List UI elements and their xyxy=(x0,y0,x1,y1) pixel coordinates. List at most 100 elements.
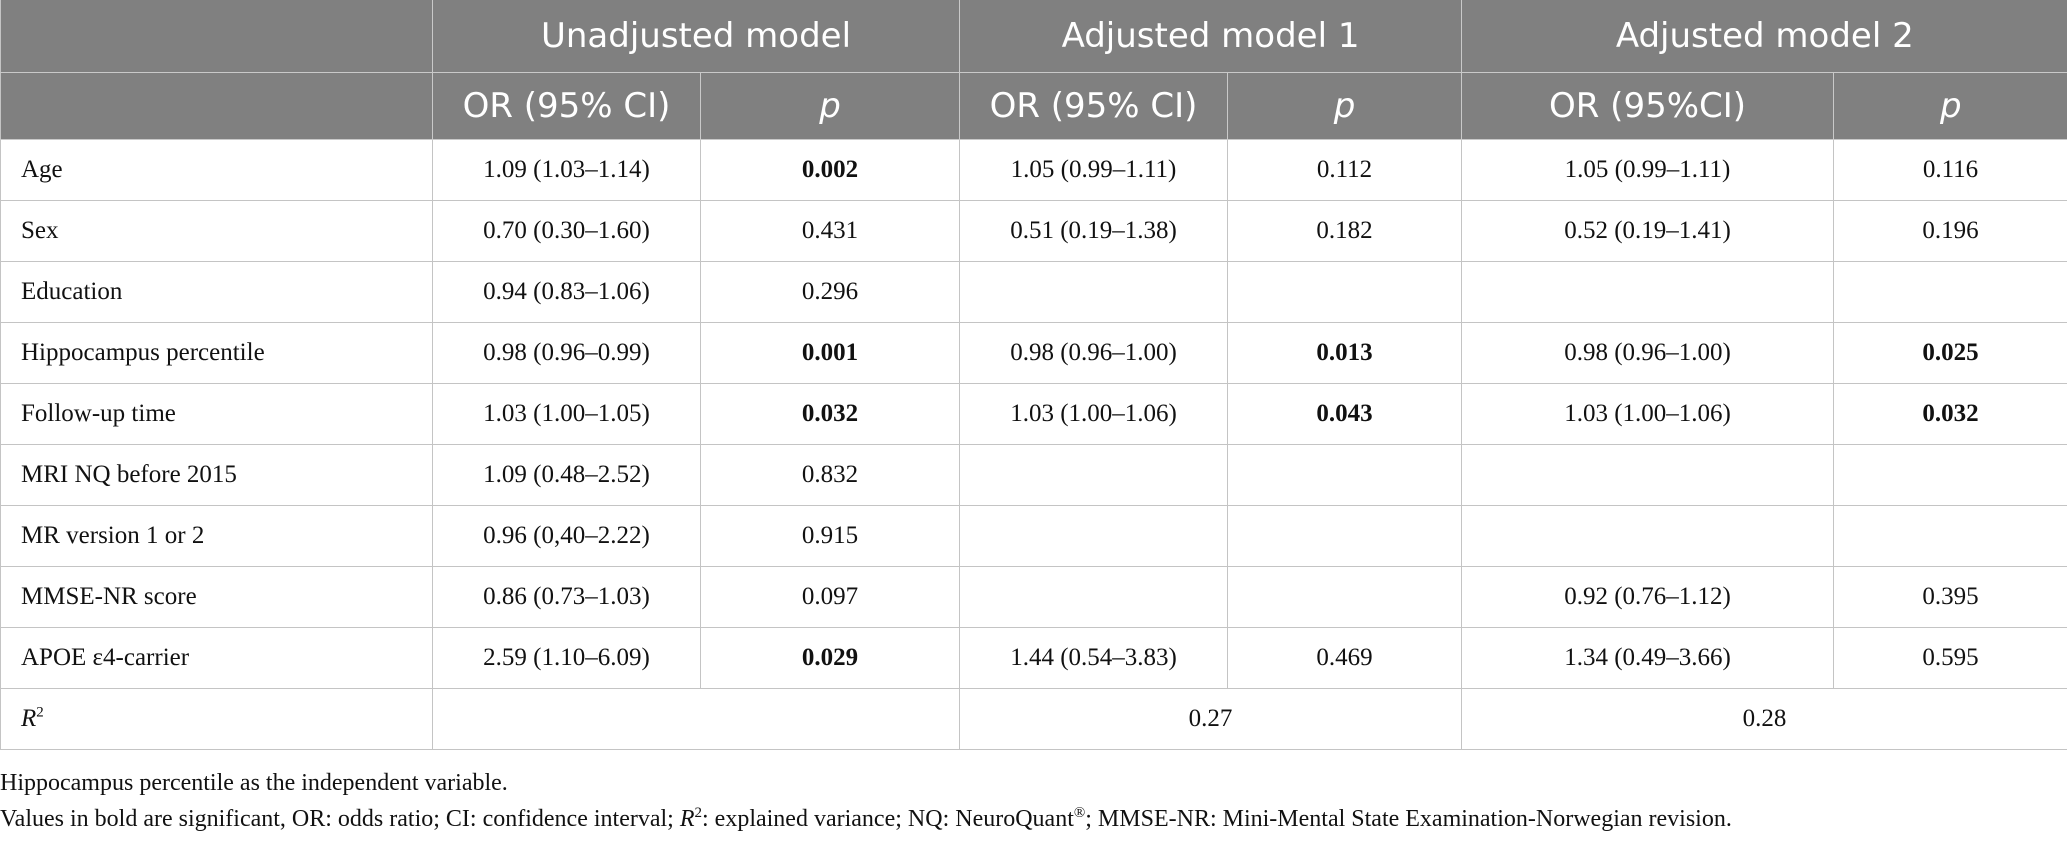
footnote-abbreviations: Values in bold are significant, OR: odds… xyxy=(0,806,2067,833)
cell-or-adjusted-2: 0.52 (0.19–1.41) xyxy=(1461,200,1835,262)
cell-or-adjusted-1: 0.51 (0.19–1.38) xyxy=(959,200,1229,262)
cell-p-unadjusted: 0.032 xyxy=(699,383,961,445)
cell-p-adjusted-1: 0.469 xyxy=(1227,627,1463,689)
cell-p-adjusted-1 xyxy=(1227,444,1463,506)
cell-or-adjusted-2: 1.34 (0.49–3.66) xyxy=(1461,627,1835,689)
table-row: APOE ε4-carrier 2.59 (1.10–6.09) 0.029 1.44… xyxy=(0,627,2067,689)
results-table: Unadjusted model Adjusted model 1 Adjust… xyxy=(0,0,2067,750)
r-squared-unadjusted xyxy=(431,688,961,750)
r-squared-label: R2 xyxy=(0,688,433,750)
cell-or-adjusted-2 xyxy=(1461,444,1835,506)
group-header-adjusted-1: Adjusted model 1 xyxy=(959,0,1463,73)
table-header: Unadjusted model Adjusted model 1 Adjust… xyxy=(0,0,2067,140)
r-squared-adjusted-2: 0.28 xyxy=(1461,688,2067,750)
cell-or-unadjusted: 0.98 (0.96–0.99) xyxy=(432,322,701,384)
cell-p-adjusted-2 xyxy=(1833,444,2067,506)
cell-or-adjusted-1: 1.05 (0.99–1.11) xyxy=(959,139,1229,201)
sub-header-p-adjusted-2: p xyxy=(1833,72,2067,140)
cell-p-unadjusted: 0.029 xyxy=(699,627,961,689)
row-label: MR version 1 or 2 xyxy=(0,505,433,567)
row-label: MRI NQ before 2015 xyxy=(0,444,433,506)
footnote-independent-variable: Hippocampus percentile as the independen… xyxy=(0,770,508,796)
table-row: Sex 0.70 (0.30–1.60) 0.431 0.51 (0.19–1.38)… xyxy=(0,200,2067,262)
r-squared-symbol: R xyxy=(21,705,37,732)
table-row: Follow-up time 1.03 (1.00–1.05) 0.032 1.03 … xyxy=(0,383,2067,445)
cell-p-adjusted-2 xyxy=(1833,261,2067,323)
row-label: Sex xyxy=(0,200,433,262)
sub-header-or-unadjusted: OR (95% CI) xyxy=(432,72,701,140)
cell-p-adjusted-1: 0.112 xyxy=(1227,139,1463,201)
row-label: MMSE-NR score xyxy=(0,566,433,628)
cell-or-unadjusted: 2.59 (1.10–6.09) xyxy=(432,627,701,689)
table-body: Age 1.09 (1.03–1.14) 0.002 1.05 (0.99–1.11)… xyxy=(0,139,2067,750)
cell-p-adjusted-2: 0.595 xyxy=(1833,627,2067,689)
cell-p-adjusted-2: 0.032 xyxy=(1833,383,2067,445)
table-row: MR version 1 or 2 0.96 (0,40–2.22) 0.915 xyxy=(0,505,2067,567)
cell-or-adjusted-1 xyxy=(959,566,1229,628)
cell-or-adjusted-2: 1.05 (0.99–1.11) xyxy=(1461,139,1835,201)
cell-p-adjusted-1: 0.013 xyxy=(1227,322,1463,384)
footnote-part-b: : explained variance; NQ: NeuroQuant xyxy=(702,806,1074,832)
table-row: Age 1.09 (1.03–1.14) 0.002 1.05 (0.99–1.11)… xyxy=(0,139,2067,201)
cell-or-adjusted-1 xyxy=(959,505,1229,567)
cell-or-adjusted-2 xyxy=(1461,505,1835,567)
row-label: APOE ε4-carrier xyxy=(0,627,433,689)
r-squared-row: R2 0.27 0.28 xyxy=(0,688,2067,750)
cell-or-adjusted-2 xyxy=(1461,261,1835,323)
cell-or-adjusted-2: 0.92 (0.76–1.12) xyxy=(1461,566,1835,628)
cell-or-unadjusted: 1.09 (0.48–2.52) xyxy=(432,444,701,506)
cell-p-adjusted-2: 0.196 xyxy=(1833,200,2067,262)
cell-p-unadjusted: 0.832 xyxy=(699,444,961,506)
sub-header-p-adjusted-1: p xyxy=(1227,72,1463,140)
cell-p-unadjusted: 0.001 xyxy=(699,322,961,384)
cell-p-adjusted-2: 0.395 xyxy=(1833,566,2067,628)
table-row: Education 0.94 (0.83–1.06) 0.296 xyxy=(0,261,2067,323)
cell-p-adjusted-1 xyxy=(1227,566,1463,628)
cell-p-adjusted-1: 0.043 xyxy=(1227,383,1463,445)
cell-p-adjusted-1 xyxy=(1227,261,1463,323)
cell-or-adjusted-2: 0.98 (0.96–1.00) xyxy=(1461,322,1835,384)
sub-header-p-unadjusted: p xyxy=(700,72,961,140)
sub-header-or-adjusted-1: OR (95% CI) xyxy=(959,72,1229,140)
footnote-part-c: ; MMSE-NR: Mini-Mental State Examination… xyxy=(1085,806,1732,832)
cell-p-adjusted-2: 0.116 xyxy=(1833,139,2067,201)
r-squared-superscript: 2 xyxy=(36,704,44,721)
cell-or-unadjusted: 1.03 (1.00–1.05) xyxy=(432,383,701,445)
sub-header-row: OR (95% CI) p OR (95% CI) p OR (95%CI) p xyxy=(0,72,2067,140)
table-row: MMSE-NR score 0.86 (0.73–1.03) 0.097 0.92 (… xyxy=(0,566,2067,628)
cell-p-adjusted-2: 0.025 xyxy=(1833,322,2067,384)
cell-p-unadjusted: 0.097 xyxy=(699,566,961,628)
cell-or-adjusted-1 xyxy=(959,261,1229,323)
cell-or-unadjusted: 0.96 (0,40–2.22) xyxy=(432,505,701,567)
r-squared-adjusted-1: 0.27 xyxy=(959,688,1463,750)
group-header-adjusted-2: Adjusted model 2 xyxy=(1461,0,2067,73)
row-label: Education xyxy=(0,261,433,323)
cell-p-unadjusted: 0.431 xyxy=(699,200,961,262)
cell-p-unadjusted: 0.296 xyxy=(699,261,961,323)
footnote-registered-mark: ® xyxy=(1073,805,1086,821)
group-header-row: Unadjusted model Adjusted model 1 Adjust… xyxy=(0,0,2067,73)
table-row: Hippocampus percentile 0.98 (0.96–0.99) 0.… xyxy=(0,322,2067,384)
cell-p-unadjusted: 0.002 xyxy=(699,139,961,201)
cell-or-adjusted-1: 0.98 (0.96–1.00) xyxy=(959,322,1229,384)
cell-or-unadjusted: 0.94 (0.83–1.06) xyxy=(432,261,701,323)
cell-or-unadjusted: 0.70 (0.30–1.60) xyxy=(432,200,701,262)
cell-or-adjusted-1: 1.44 (0.54–3.83) xyxy=(959,627,1229,689)
cell-or-adjusted-1: 1.03 (1.00–1.06) xyxy=(959,383,1229,445)
cell-p-adjusted-1: 0.182 xyxy=(1227,200,1463,262)
row-label: Follow-up time xyxy=(0,383,433,445)
cell-or-adjusted-2: 1.03 (1.00–1.06) xyxy=(1461,383,1835,445)
footnote-part-a: Values in bold are significant, OR: odds… xyxy=(0,806,680,832)
table-row: MRI NQ before 2015 1.09 (0.48–2.52) 0.832 xyxy=(0,444,2067,506)
cell-or-unadjusted: 0.86 (0.73–1.03) xyxy=(432,566,701,628)
row-label: Age xyxy=(0,139,433,201)
table-container: Unadjusted model Adjusted model 1 Adjust… xyxy=(0,0,2067,750)
cell-p-unadjusted: 0.915 xyxy=(699,505,961,567)
cell-p-adjusted-2 xyxy=(1833,505,2067,567)
cell-p-adjusted-1 xyxy=(1227,505,1463,567)
row-label: Hippocampus percentile xyxy=(0,322,433,384)
cell-or-adjusted-1 xyxy=(959,444,1229,506)
footnote-r-symbol: R xyxy=(679,806,695,832)
group-header-unadjusted: Unadjusted model xyxy=(432,0,961,73)
sub-header-or-adjusted-2: OR (95%CI) xyxy=(1461,72,1835,140)
